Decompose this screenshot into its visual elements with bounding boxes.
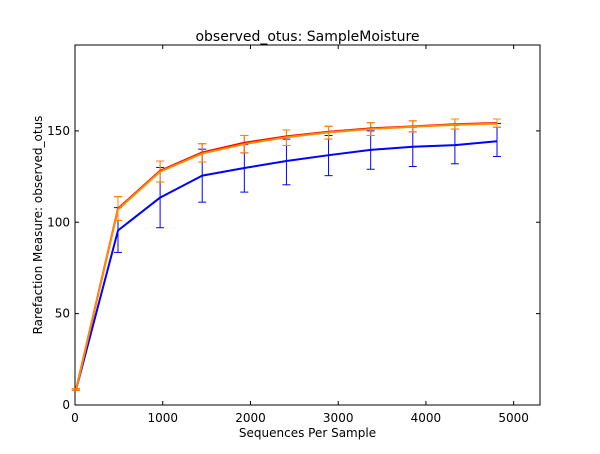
y-axis-label: Rarefaction Measure: observed_otus — [31, 116, 45, 335]
plot-frame — [74, 44, 541, 406]
x-tick-label: 4000 — [411, 411, 442, 425]
series-line-2 — [74, 122, 498, 391]
x-tick-label: 2000 — [235, 411, 266, 425]
y-tick-label: 0 — [62, 398, 70, 412]
chart-title: observed_otus: SampleMoisture — [195, 29, 419, 45]
x-tick-label: 1000 — [147, 411, 178, 425]
series-line-0 — [74, 140, 498, 391]
y-tick-label: 150 — [47, 124, 70, 138]
y-tick-label: 100 — [47, 215, 70, 229]
plot-area: 0 1000 2000 3000 4000 5000 0 50 100 150 — [47, 44, 541, 425]
x-tick-label: 5000 — [498, 411, 529, 425]
x-tick-label: 3000 — [323, 411, 354, 425]
x-tick-label: 0 — [71, 411, 79, 425]
x-axis-label: Sequences Per Sample — [239, 426, 376, 440]
y-tick-label: 50 — [55, 307, 70, 321]
